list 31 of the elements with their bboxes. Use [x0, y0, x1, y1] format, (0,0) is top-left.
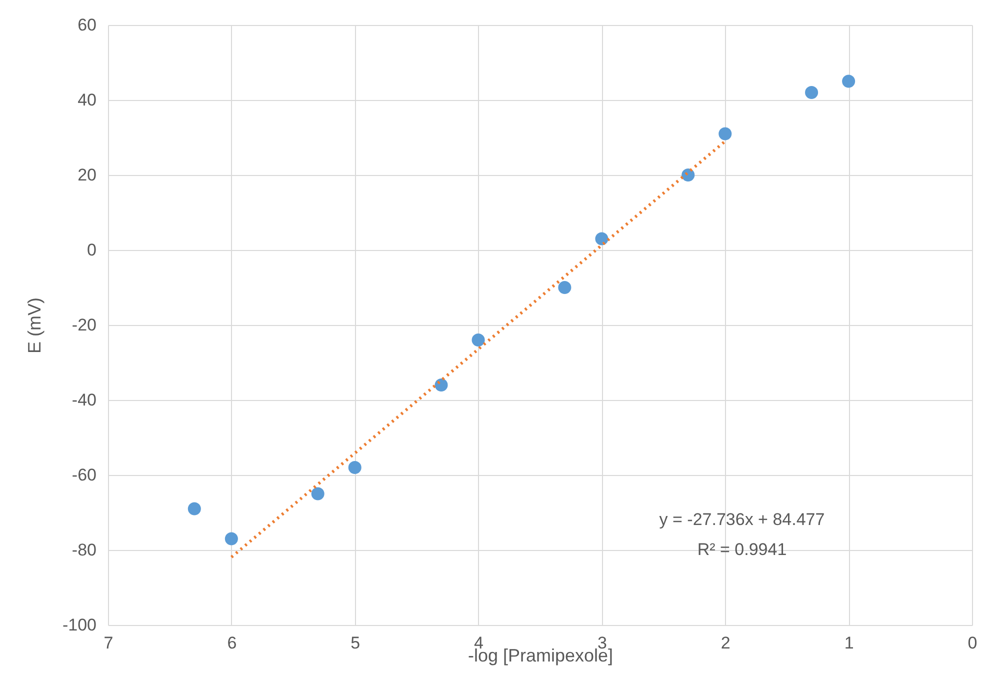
- annotation: y = -27.736x + 84.477: [659, 510, 825, 529]
- y-tick-label: -60: [72, 466, 96, 484]
- point: [311, 487, 324, 500]
- point: [842, 74, 856, 88]
- annotation: R² = 0.9941: [697, 540, 787, 559]
- point: [805, 86, 818, 100]
- point: [718, 127, 732, 140]
- y-tick-label: -40: [72, 390, 96, 410]
- x-tick-label: 3: [597, 634, 607, 652]
- y-tick-label: -20: [72, 316, 96, 334]
- x-tick-label: 5: [350, 634, 360, 652]
- y-tick-label: 20: [78, 166, 96, 184]
- point: [224, 532, 238, 546]
- point: [682, 168, 695, 182]
- y-tick-label: -80: [72, 540, 96, 560]
- x-tick-label: 6: [227, 634, 237, 652]
- point: [472, 333, 485, 347]
- y-tick-label: -100: [62, 616, 96, 634]
- y-tick-label: 60: [78, 16, 96, 34]
- y-tick-label: 0: [87, 240, 96, 260]
- y-tick-label: 40: [78, 90, 96, 110]
- point: [188, 502, 201, 516]
- x-tick-label: 7: [104, 634, 114, 652]
- point: [558, 280, 572, 294]
- point: [595, 232, 608, 246]
- point: [434, 378, 448, 392]
- y-axis-title: E (mV): [24, 298, 44, 354]
- x-tick-label: 0: [968, 634, 978, 652]
- x-tick-label: 1: [844, 634, 854, 652]
- x-tick-label: 2: [720, 634, 730, 652]
- point: [348, 460, 362, 474]
